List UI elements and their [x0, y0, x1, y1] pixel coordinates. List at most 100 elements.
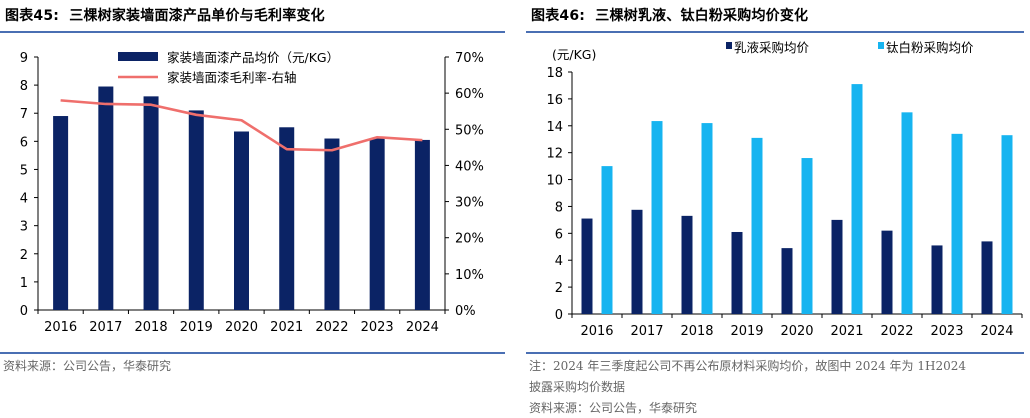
latex-price-bar	[681, 215, 693, 314]
x-tick-label: 2023	[930, 324, 963, 339]
titanium-price-bar	[951, 133, 963, 314]
y-tick-label: 4	[555, 254, 563, 269]
latex-price-bar	[831, 219, 843, 314]
y-tick-label: 9	[20, 51, 28, 66]
price-bar	[143, 96, 159, 310]
right-source-note: 资料来源：公司公告，华泰研究	[529, 401, 698, 415]
right-chart-title: 图表46: 三棵树乳液、钛白粉采购均价变化	[531, 5, 808, 25]
right-top-rule	[526, 31, 1024, 33]
y2-tick-label: 50%	[455, 123, 484, 138]
y-tick-label: 18	[546, 66, 563, 81]
x-tick-label: 2020	[780, 324, 813, 339]
left-bottom-rule	[0, 352, 505, 354]
legend-latex-label: 乳液采购均价	[734, 40, 810, 55]
margin-line	[60, 99, 423, 152]
y-tick-label: 6	[20, 135, 28, 150]
x-tick-label: 2020	[225, 320, 258, 335]
legend-titanium-label: 钛白粉采购均价	[886, 40, 974, 55]
x-tick-label: 2019	[180, 320, 213, 335]
right-bottom-rule	[526, 352, 1024, 354]
y-tick-label: 10	[546, 174, 563, 189]
y2-tick-label: 10%	[455, 268, 484, 283]
y-tick-label: 6	[555, 227, 563, 242]
right-title-text: 三棵树乳液、钛白粉采购均价变化	[595, 8, 809, 24]
legend-line-label: 家装墙面漆毛利率-右轴	[167, 70, 297, 85]
titanium-price-bar	[801, 158, 813, 314]
x-tick-label: 2017	[89, 320, 122, 335]
legend-latex-swatch	[726, 42, 732, 49]
x-tick-label: 2016	[44, 320, 77, 335]
y-tick-label: 0	[555, 308, 563, 323]
x-tick-label: 2016	[580, 324, 613, 339]
left-chart-svg: 0 1 2 3 4 5 6 7 8 9 0% 10% 20% 30% 40% 50% 60% 70% 2016 201…	[20, 50, 484, 335]
right-chart-svg: 0 2 4 6 8 10 12 14 16 18 2016 2017 2018 2019 2020 2021 2…	[546, 40, 1023, 339]
right-chart-panel: 图表46: 三棵树乳液、钛白粉采购均价变化 0 2 4 6 8 10 12 14 16 18 201…	[526, 0, 1030, 418]
price-bar	[98, 86, 114, 310]
y2-tick-label: 60%	[455, 87, 484, 102]
y-tick-label: 12	[546, 147, 563, 162]
y-axis-unit-label: (元/KG)	[552, 47, 596, 62]
right-note-line-1: 注：2024 年三季度起公司不再公布原材料采购均价，故图中 2024 年为 1H…	[529, 359, 966, 373]
latex-price-bar	[731, 231, 743, 314]
left-chart-title: 图表45: 三棵树家装墙面漆产品单价与毛利率变化	[5, 5, 325, 25]
latex-price-bar	[781, 248, 793, 314]
y-tick-label: 0	[20, 304, 28, 319]
x-tick-label: 2018	[135, 320, 168, 335]
price-bar	[234, 131, 249, 310]
y-tick-label: 2	[555, 281, 563, 296]
titanium-price-bar	[601, 166, 613, 314]
right-note-line-2: 披露采购均价数据	[529, 380, 626, 394]
titanium-price-bar	[751, 137, 763, 314]
legend-titanium-swatch	[878, 42, 884, 49]
x-tick-label: 2021	[270, 320, 303, 335]
x-tick-label: 2022	[315, 320, 348, 335]
legend-bar-swatch	[118, 52, 158, 61]
y2-tick-label: 40%	[455, 159, 484, 174]
y-tick-label: 7	[20, 107, 28, 122]
y-tick-label: 8	[20, 79, 28, 94]
titanium-price-bar	[851, 84, 863, 314]
y-tick-label: 16	[546, 93, 563, 108]
y2-tick-label: 20%	[455, 232, 484, 247]
x-tick-label: 2021	[830, 324, 863, 339]
left-top-rule	[0, 31, 505, 33]
y2-tick-label: 30%	[455, 196, 484, 211]
latex-price-bar	[631, 209, 643, 314]
latex-price-bar	[881, 230, 893, 314]
titanium-price-bar	[651, 121, 663, 314]
x-tick-label: 2019	[730, 324, 763, 339]
x-tick-label: 2017	[630, 324, 663, 339]
price-bar	[324, 138, 340, 310]
titanium-price-bar	[1001, 135, 1013, 314]
x-tick-label: 2018	[680, 324, 713, 339]
y-tick-label: 1	[20, 276, 28, 291]
y-tick-label: 5	[20, 163, 28, 178]
x-tick-label: 2024	[980, 324, 1013, 339]
left-chart-panel: 图表45: 三棵树家装墙面漆产品单价与毛利率变化 0 1 2 3 4 5 6 7 8 9 0% 10%…	[0, 0, 505, 418]
latex-price-bar	[581, 218, 593, 314]
legend-bar-label: 家装墙面漆产品均价（元/KG）	[167, 50, 339, 65]
right-figure-number: 图表46:	[531, 8, 586, 24]
y-tick-label: 3	[20, 220, 28, 235]
y-tick-label: 8	[555, 200, 563, 215]
titanium-price-bar	[901, 112, 913, 314]
x-tick-label: 2022	[880, 324, 913, 339]
y-tick-label: 14	[546, 120, 563, 135]
latex-price-bar	[981, 241, 993, 314]
x-tick-label: 2023	[361, 320, 394, 335]
x-tick-label: 2024	[406, 320, 439, 335]
latex-price-bar	[931, 245, 943, 314]
price-bar	[53, 116, 69, 311]
price-bar	[414, 139, 430, 310]
price-bar	[369, 138, 385, 310]
left-source-note: 资料来源：公司公告，华泰研究	[3, 359, 172, 373]
price-bar	[279, 127, 295, 311]
left-title-text: 三棵树家装墙面漆产品单价与毛利率变化	[69, 8, 325, 24]
y2-tick-label: 0%	[455, 304, 476, 319]
y-tick-label: 2	[20, 248, 28, 263]
titanium-price-bar	[701, 123, 713, 314]
left-figure-number: 图表45:	[5, 8, 60, 24]
y2-tick-label: 70%	[455, 51, 484, 66]
price-bar	[188, 110, 204, 311]
y-tick-label: 4	[20, 192, 28, 207]
